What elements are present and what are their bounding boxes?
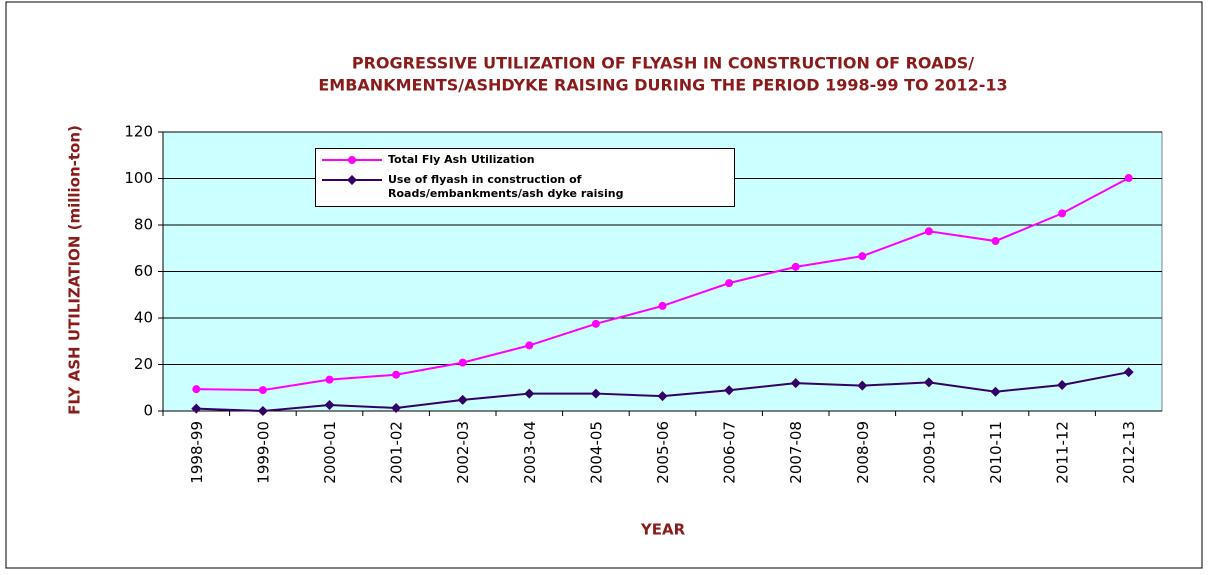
data-point [524,388,535,399]
x-tick-label: 2009-10 [920,421,938,484]
legend-label: Total Fly Ash Utilization [388,153,535,166]
data-point [858,252,867,261]
x-tick-label: 2007-08 [787,421,805,484]
data-point [857,380,868,391]
chart-title: PROGRESSIVE UTILIZATION OF FLYASH IN CON… [352,54,974,73]
data-point [258,386,267,395]
data-point [658,301,667,310]
x-tick-label: 2010-11 [987,421,1005,484]
legend-swatch [322,156,382,164]
data-point [1123,367,1134,378]
x-tick-label: 2002-03 [454,421,472,484]
data-point [457,394,468,405]
data-point [924,227,933,236]
data-point [392,370,401,379]
y-tick-label: 80 [134,216,153,234]
data-point [990,386,1001,397]
x-tick-label: 2003-04 [521,421,539,484]
x-tick-label: 2008-09 [854,421,872,484]
x-tick-label: 2005-06 [654,421,672,484]
data-point [791,262,800,271]
data-point [725,279,734,288]
legend-label: Use of flyash in construction of Roads/e… [388,173,624,200]
data-point [458,358,467,367]
y-tick-label: 0 [143,402,153,420]
x-tick-label: 1999-00 [254,421,272,484]
legend: Total Fly Ash Utilization Use of flyash i… [315,148,735,207]
legend-swatch [322,175,382,185]
data-point [525,341,534,350]
y-tick-label: 20 [134,355,153,373]
x-tick-label: 2011-12 [1054,421,1072,484]
y-tick-label: 40 [134,309,153,327]
data-point [1057,379,1068,390]
data-point [1124,174,1133,183]
legend-marker [348,156,356,164]
x-axis-label: YEAR [640,521,686,539]
data-point [724,385,735,396]
legend-marker [347,175,357,185]
data-point [325,375,334,384]
x-tick-label: 2001-02 [388,421,406,484]
x-tick-label: 2000-01 [321,421,339,484]
x-tick-label: 2006-07 [721,421,739,484]
y-tick-label: 120 [124,123,153,141]
data-point [991,237,1000,246]
data-point [391,402,402,413]
x-tick-label: 2004-05 [587,421,605,484]
data-point [1058,209,1067,218]
data-point [257,406,268,416]
x-tick-label: 1998-99 [188,421,206,484]
data-point [657,391,668,402]
y-axis-label: FLY ASH UTILIZATION (million-ton) [66,125,84,415]
data-point [324,399,335,410]
chart-title: EMBANKMENTS/ASHDYKE RAISING DURING THE P… [318,76,1007,95]
data-point [591,319,600,328]
data-point [590,388,601,399]
data-point [923,377,934,388]
data-point [191,403,202,414]
y-tick-label: 60 [134,262,153,280]
x-tick-label: 2012-13 [1120,421,1138,484]
data-point [790,378,801,389]
data-point [192,385,201,394]
y-tick-label: 100 [124,169,153,187]
